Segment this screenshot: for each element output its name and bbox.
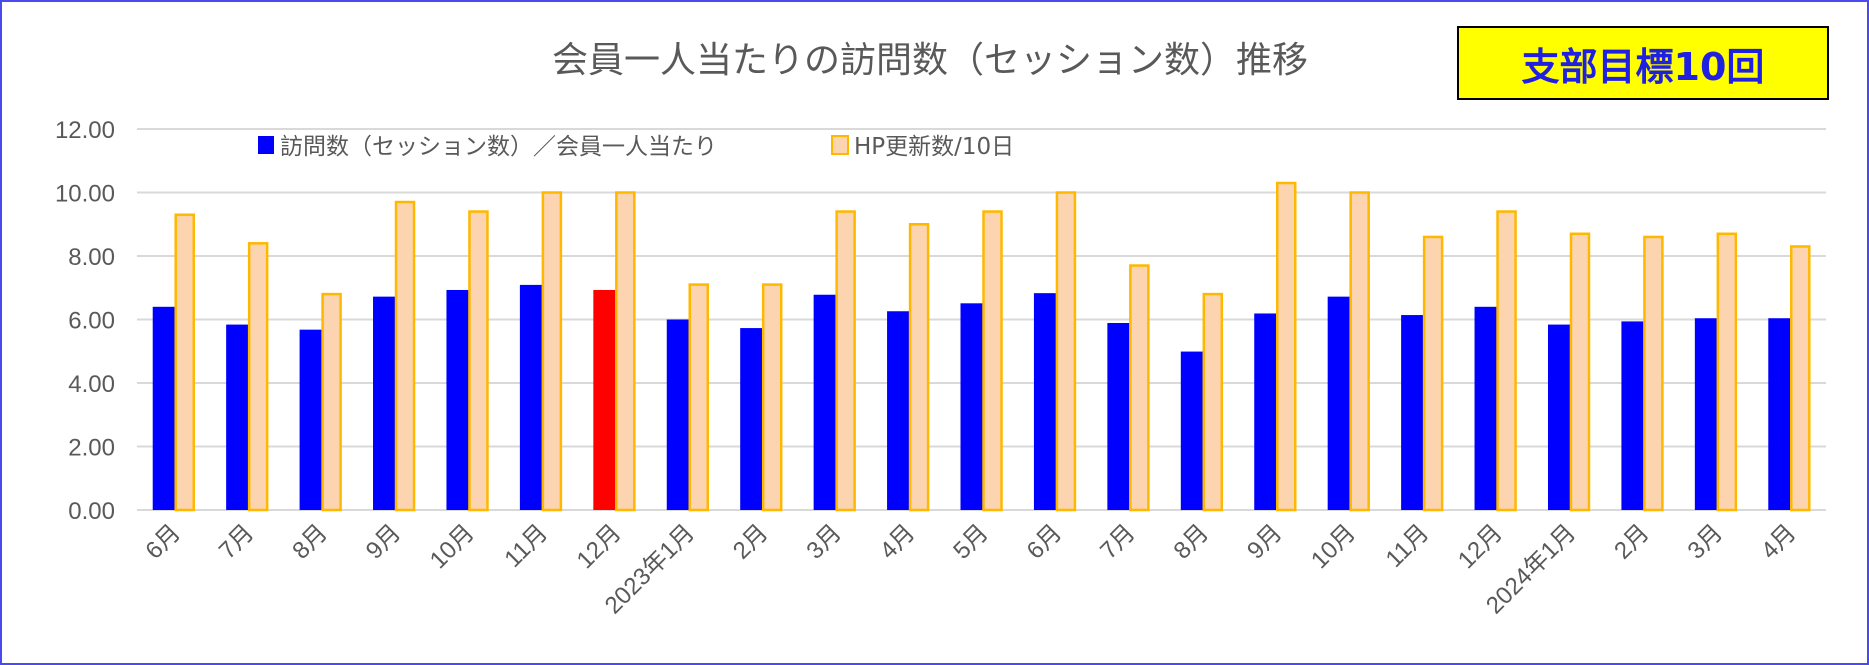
x-tick-label: 11月 [1381, 519, 1435, 573]
bar-visits [299, 329, 322, 510]
bar-hp-updates [1202, 292, 1224, 512]
bar-hp-updates [394, 200, 416, 512]
bar-hp-updates [468, 210, 489, 512]
bar-hp-updates [174, 213, 195, 512]
bar-visits [519, 284, 542, 510]
x-tick-label: 12月 [572, 519, 627, 574]
bar-hp-updates [1055, 191, 1077, 512]
bar-hp-updates [247, 242, 269, 512]
y-tick-label: 12.00 [55, 117, 115, 144]
bar-hp-updates [1422, 235, 1444, 512]
bar-hp-updates [1496, 210, 1517, 512]
bar-visits [960, 303, 983, 510]
x-tick-label: 9月 [361, 519, 407, 565]
bar-visits [1694, 318, 1717, 510]
x-tick-label: 2月 [1609, 519, 1655, 565]
bar-visits [1547, 324, 1570, 510]
y-tick-label: 6.00 [68, 308, 115, 335]
x-tick-label: 6月 [1022, 519, 1068, 565]
x-tick-label: 3月 [1683, 519, 1729, 565]
bar-visits [1621, 321, 1644, 510]
bar-hp-updates [321, 292, 342, 512]
bar-hp-updates [1643, 235, 1664, 512]
bar-hp-updates [1569, 232, 1591, 512]
bar-hp-updates [1129, 264, 1150, 512]
bar-visits [1327, 296, 1350, 510]
x-tick-label: 10月 [1306, 519, 1361, 574]
bar-hp-updates [1716, 232, 1738, 512]
bar-hp-updates [1790, 245, 1811, 512]
bar-visits [666, 319, 689, 510]
bar-hp-updates [835, 210, 856, 512]
bar-visits [1401, 315, 1424, 510]
bar-visits [813, 294, 836, 510]
legend: 訪問数（セッション数）／会員一人当たり HP更新数/10日 [258, 134, 1014, 160]
x-tick-label: 11月 [499, 519, 553, 573]
bar-hp-updates [908, 223, 930, 512]
y-tick-label: 4.00 [68, 371, 115, 398]
x-tick-label: 12月 [1453, 519, 1508, 574]
legend-label-visits: 訪問数（セッション数）／会員一人当たり [280, 134, 717, 160]
bar-visits [1180, 351, 1203, 510]
bar-visits [226, 324, 249, 510]
legend-label-hp-updates: HP更新数/10日 [854, 134, 1014, 160]
x-tick-label: 5月 [948, 519, 994, 565]
y-tick-label: 2.00 [68, 435, 115, 462]
x-tick-label: 4月 [1756, 519, 1802, 565]
bar-hp-updates [615, 191, 636, 512]
goal-annotation: 支部目標10回 [1457, 26, 1829, 100]
x-tick-label: 9月 [1242, 519, 1288, 565]
bar-visits [1107, 322, 1130, 510]
x-tick-label: 7月 [214, 519, 260, 565]
bar-visits [446, 289, 469, 510]
bar-visits [1474, 306, 1497, 510]
bar-visits [740, 328, 763, 510]
y-tick-label: 8.00 [68, 244, 115, 271]
chart-title: 会員一人当たりの訪問数（セッション数）推移 [552, 40, 1308, 81]
bar-visits [373, 296, 396, 510]
bar-visits [1033, 293, 1056, 510]
bar-hp-updates [1349, 191, 1370, 512]
x-tick-label: 8月 [287, 519, 333, 565]
x-tick-label: 6月 [140, 519, 186, 565]
bar-visits [1768, 318, 1791, 510]
bar-hp-updates [541, 191, 563, 512]
legend-swatch-hp-updates [831, 135, 849, 155]
x-tick-label: 8月 [1169, 519, 1215, 565]
x-tick-label: 3月 [801, 519, 847, 565]
bar-hp-updates [1275, 181, 1297, 512]
bar-visits [593, 289, 616, 510]
bar-visits [1254, 313, 1277, 510]
bar-visits [152, 306, 175, 510]
y-tick-label: 0.00 [68, 498, 115, 525]
x-tick-label: 4月 [875, 519, 921, 565]
x-tick-label: 7月 [1095, 519, 1141, 565]
bar-hp-updates [688, 283, 710, 512]
x-tick-label: 2月 [728, 519, 774, 565]
bar-hp-updates [761, 283, 783, 512]
bar-hp-updates [982, 210, 1003, 512]
y-tick-label: 10.00 [55, 181, 115, 208]
x-tick-label: 10月 [425, 519, 480, 574]
bar-visits [887, 311, 910, 510]
legend-swatch-visits [258, 136, 274, 154]
